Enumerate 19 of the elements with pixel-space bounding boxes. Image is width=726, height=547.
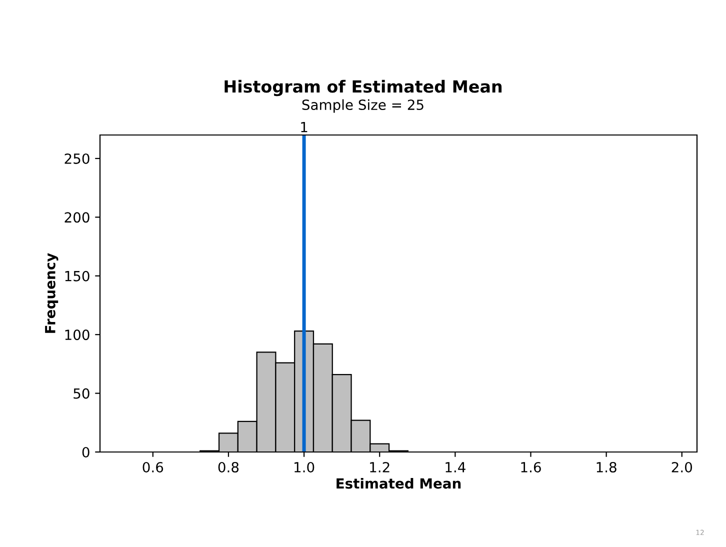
y-tick-label: 200 [64, 212, 90, 223]
x-tick-label: 1.8 [596, 462, 616, 472]
x-tick-label: 2.0 [672, 462, 692, 472]
y-tick-label: 0 [82, 446, 90, 458]
y-tick-label: 150 [65, 270, 90, 282]
x-tick-label: 1.4 [446, 462, 466, 472]
y-tick-label: 50 [74, 388, 90, 399]
x-axis-title: Estimated Mean [336, 478, 461, 489]
y-tick-label: 100 [65, 330, 90, 340]
x-tick-label: 0.8 [218, 462, 239, 472]
chart-title: Histogram of Estimated Mean [224, 80, 502, 96]
ref-line-label: 1 [301, 122, 308, 132]
y-tick-label: 250 [64, 153, 90, 164]
x-tick-label: 0.6 [142, 462, 164, 472]
chart-subtitle: Sample Size = 25 [302, 99, 424, 113]
x-tick-label: 1.2 [370, 462, 390, 472]
x-tick-label: 1.0 [294, 462, 314, 472]
x-tick-label: 1.6 [521, 462, 541, 472]
y-axis-title: Frequency [45, 253, 58, 333]
